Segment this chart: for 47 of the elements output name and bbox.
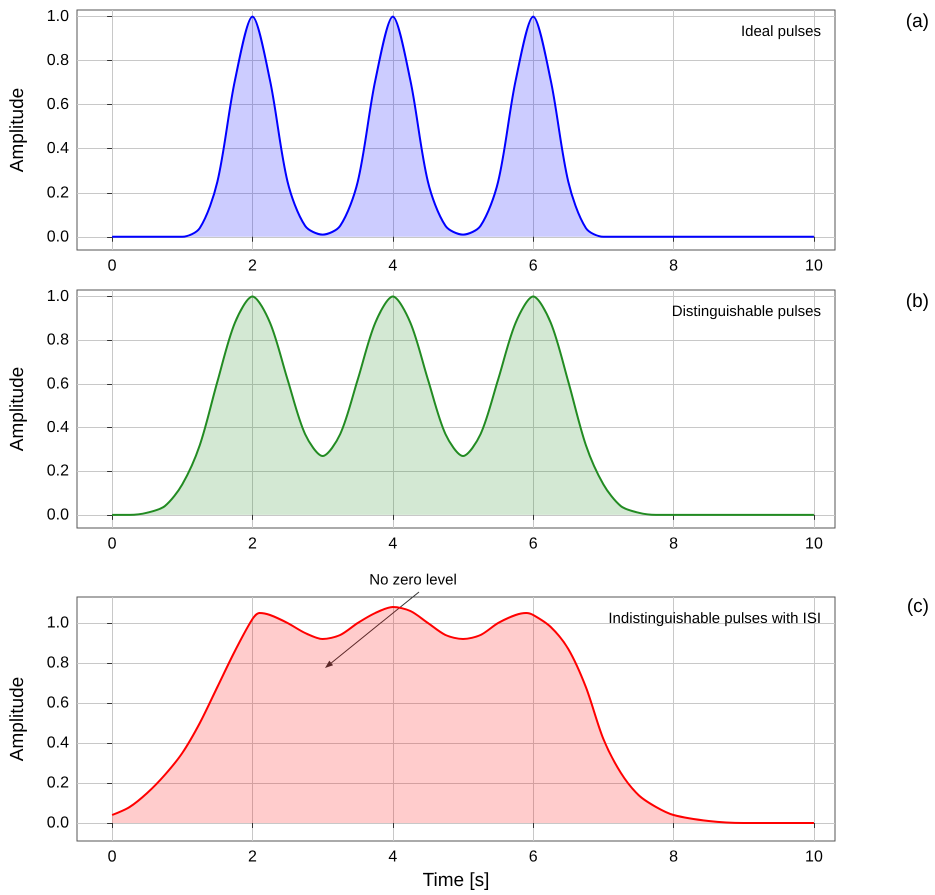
x-tick-label: 4 <box>388 258 398 274</box>
y-tick-label: 0.4 <box>46 419 70 436</box>
x-tick-label: 8 <box>669 536 678 552</box>
y-tick-label: 0.6 <box>46 694 70 712</box>
x-tick-label: 10 <box>805 536 823 552</box>
y-tick-label: 0.0 <box>46 506 70 524</box>
y-tick-label: 0.8 <box>46 332 70 349</box>
text: Ideal pulses <box>740 23 822 40</box>
text: Distinguishable pulses <box>672 303 822 320</box>
x-tick-label: 8 <box>669 258 678 274</box>
x-axis-title: Time [s] <box>422 870 490 891</box>
x-tick-label: 6 <box>528 848 538 866</box>
y-tick-label: 0.4 <box>46 734 70 752</box>
y-axis-title: Amplitude <box>7 676 28 762</box>
y-tick-label: 0.2 <box>46 184 70 202</box>
x-tick-label: 2 <box>248 258 258 274</box>
x-tick-label: 6 <box>528 258 538 274</box>
y-tick-label: 1.0 <box>46 614 70 632</box>
y-tick-label: 0.8 <box>46 654 70 672</box>
x-tick-label: 2 <box>248 536 258 552</box>
text: Indistinguishable pulses with ISI <box>608 610 822 627</box>
y-tick-label: 0.0 <box>46 814 70 832</box>
x-tick-label: 4 <box>388 848 398 866</box>
x-tick-label: 10 <box>805 258 823 274</box>
x-tick-label: 0 <box>108 536 117 552</box>
x-tick-label: 0 <box>108 848 117 866</box>
text: (b) <box>906 291 930 312</box>
y-tick-label: 0.0 <box>46 228 70 246</box>
x-tick-label: 6 <box>528 536 538 552</box>
y-tick-label: 0.2 <box>46 774 70 792</box>
y-tick-label: 0.2 <box>46 462 70 480</box>
y-tick-label: 0.6 <box>46 375 70 392</box>
x-tick-label: 4 <box>388 536 398 552</box>
x-tick-label: 2 <box>248 848 258 866</box>
x-tick-label: 0 <box>108 258 117 274</box>
y-tick-label: 0.4 <box>46 140 70 158</box>
text: (c) <box>906 596 929 617</box>
y-axis-title: Amplitude <box>7 88 28 172</box>
y-tick-label: 1.0 <box>46 288 70 306</box>
text: (a) <box>906 11 930 32</box>
x-tick-label: 8 <box>669 848 678 866</box>
x-tick-label: 10 <box>805 848 823 866</box>
y-tick-label: 0.8 <box>46 52 70 70</box>
y-tick-label: 1.0 <box>46 8 70 26</box>
y-tick-label: 0.6 <box>46 96 70 114</box>
text: No zero level <box>369 572 457 588</box>
y-axis-title: Amplitude <box>7 366 28 452</box>
